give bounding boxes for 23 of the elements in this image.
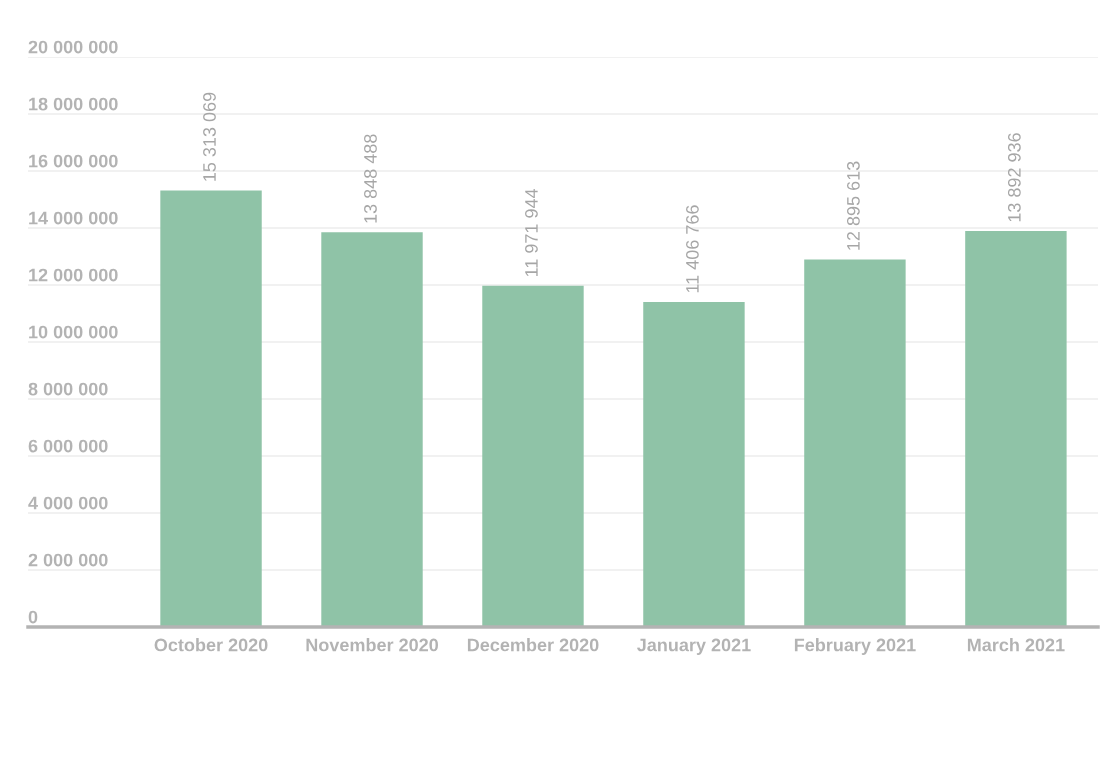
x-tick-label: October 2020 xyxy=(154,638,268,652)
x-tick-label: November 2020 xyxy=(306,638,439,652)
y-tick-label: 14 000 000 xyxy=(29,211,118,225)
x-tick-label: January 2021 xyxy=(637,638,751,655)
x-tick-label: December 2020 xyxy=(467,638,599,652)
data-label: 11 971 944 xyxy=(525,188,538,277)
x-tick-label: March 2021 xyxy=(967,638,1065,652)
data-label: 12 895 613 xyxy=(846,161,860,250)
data-label: 13 848 488 xyxy=(364,134,377,223)
y-tick-label: 12 000 000 xyxy=(29,268,118,282)
x-tick-label: February 2021 xyxy=(794,638,916,655)
y-tick-label: 10 000 000 xyxy=(29,325,118,339)
data-label: 15 313 069 xyxy=(203,92,216,181)
y-tick-label: 16 000 000 xyxy=(29,154,118,168)
y-tick-label: 8 000 000 xyxy=(28,382,108,396)
y-tick-label: 0 xyxy=(28,610,38,624)
y-tick-label: 18 000 000 xyxy=(29,97,118,111)
data-label: 11 406 766 xyxy=(686,205,699,293)
y-tick-label: 4 000 000 xyxy=(28,496,108,510)
y-tick-label: 2 000 000 xyxy=(28,553,108,567)
y-tick-label: 20 000 000 xyxy=(28,40,118,54)
y-tick-label: 6 000 000 xyxy=(28,439,108,453)
data-label: 13 892 936 xyxy=(1007,133,1021,222)
